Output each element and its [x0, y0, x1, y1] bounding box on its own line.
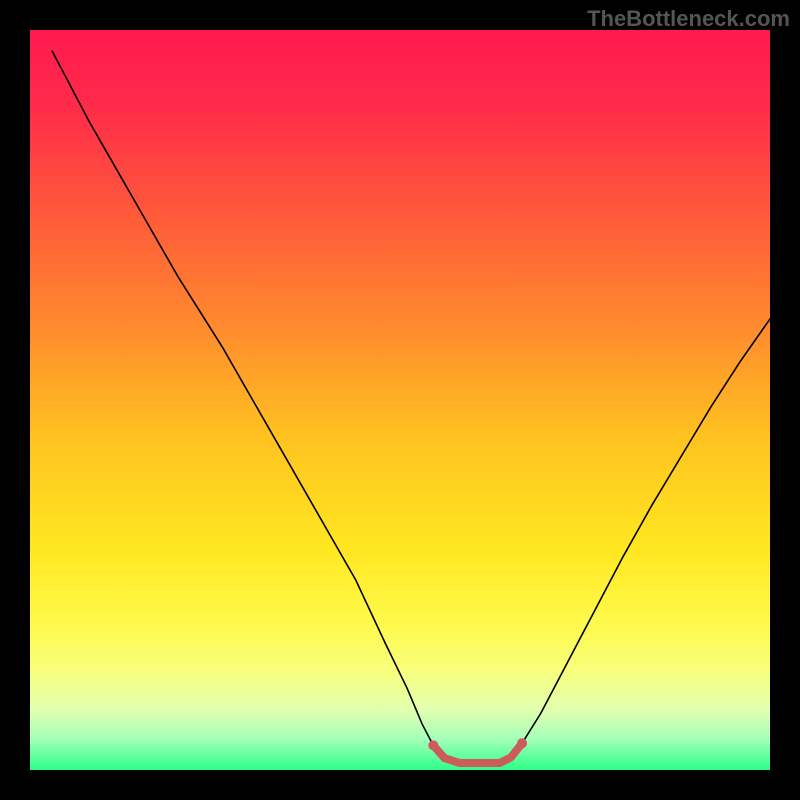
- gradient-background: [30, 30, 770, 770]
- chart-container: TheBottleneck.com: [0, 0, 800, 800]
- good-band-end-cap: [517, 738, 527, 748]
- good-band-start-cap: [428, 740, 438, 750]
- watermark-text: TheBottleneck.com: [587, 6, 790, 32]
- bottleneck-chart: [0, 0, 800, 800]
